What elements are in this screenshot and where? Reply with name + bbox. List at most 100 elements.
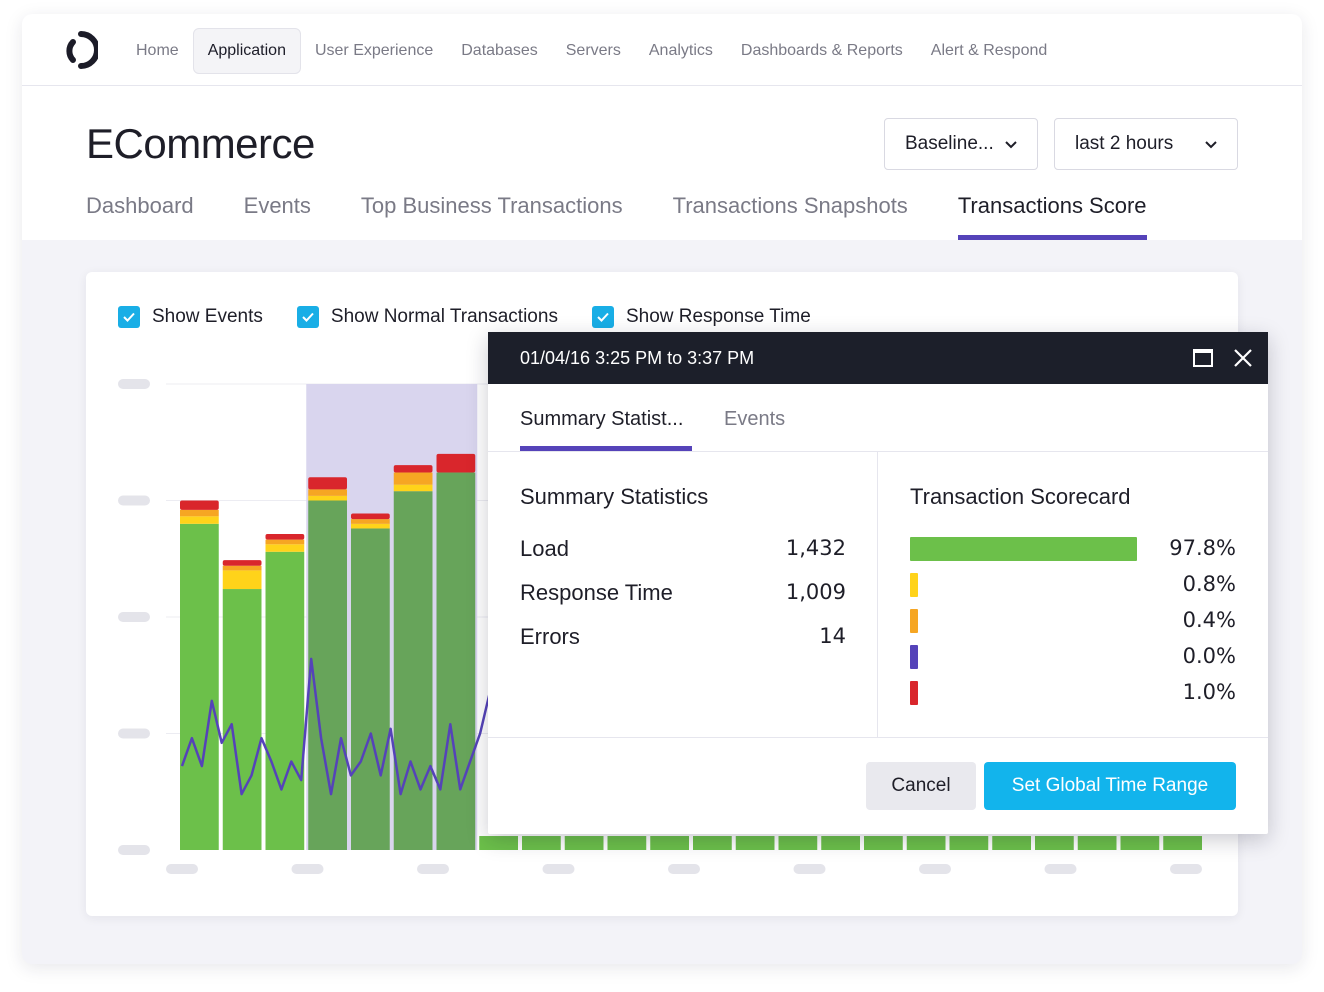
show-events-label: Show Events	[152, 306, 263, 327]
transactions-stacked-bar-chart[interactable]	[86, 272, 1238, 916]
bar-error	[351, 513, 390, 520]
x-tick-label	[542, 864, 575, 874]
bar-slow	[393, 484, 433, 492]
bar-normal	[650, 836, 689, 850]
x-tick-label	[1170, 864, 1202, 874]
stat-row-errors: Errors 14	[520, 624, 846, 650]
brand-logo[interactable]	[64, 30, 98, 70]
bar-normal	[992, 836, 1031, 850]
scorecard-value: 1.0%	[1182, 680, 1236, 704]
bar-normal	[949, 836, 989, 850]
popup-title: 01/04/16 3:25 PM to 3:37 PM	[520, 347, 755, 368]
chevron-down-icon	[1205, 141, 1217, 149]
tab-transactions-snapshots[interactable]: Transactions Snapshots	[672, 193, 908, 218]
nav-item-databases[interactable]: Databases	[461, 42, 538, 59]
y-tick-label	[118, 728, 150, 739]
bar-normal	[393, 491, 433, 850]
nav-item-user-experience[interactable]: User Experience	[314, 42, 434, 59]
bar-slow	[222, 570, 262, 590]
bar-error	[180, 500, 219, 510]
x-tick-label	[291, 864, 324, 874]
nav-item-alert-respond[interactable]: Alert & Respond	[930, 42, 1048, 59]
tab-transactions-score[interactable]: Transactions Score	[957, 190, 1147, 240]
show-response-time-checkbox[interactable]: Show Response Time	[591, 306, 811, 328]
tab-top-business-transactions[interactable]: Top Business Transactions	[360, 193, 623, 218]
tab-events[interactable]: Events	[243, 193, 311, 218]
checkbox-checked-icon	[118, 306, 140, 328]
time-range-popup: 01/04/16 3:25 PM to 3:37 PM Summary Stat…	[488, 332, 1268, 834]
bar-error	[393, 465, 433, 473]
set-global-time-range-button[interactable]: Set Global Time Range	[984, 762, 1236, 810]
stat-row-load: Load 1,432	[520, 536, 846, 562]
time-range-dropdown[interactable]: last 2 hours	[1054, 118, 1238, 170]
baseline-dropdown-value: Baseline...	[905, 133, 994, 154]
nav-menu: Home Application User Experience Databas…	[122, 28, 1061, 74]
scorecard-bar	[910, 609, 918, 633]
nav-item-analytics[interactable]: Analytics	[648, 42, 713, 59]
popup-header: 01/04/16 3:25 PM to 3:37 PM	[488, 332, 1268, 384]
nav-item-servers[interactable]: Servers	[565, 42, 621, 59]
show-events-checkbox[interactable]: Show Events	[118, 306, 263, 328]
x-tick-label	[793, 864, 826, 874]
bar-normal	[1077, 836, 1117, 850]
bar-normal	[864, 836, 903, 850]
stat-label: Errors	[520, 624, 580, 649]
transaction-scorecard-title: Transaction Scorecard	[910, 484, 1131, 509]
baseline-dropdown[interactable]: Baseline...	[884, 118, 1038, 170]
bar-normal	[436, 472, 476, 850]
nav-item-application[interactable]: Application	[192, 28, 301, 74]
bar-normal	[1120, 836, 1160, 850]
popup-tabs: Summary Statist... Events	[488, 384, 1268, 452]
scorecard-row: 0.8%	[910, 572, 1236, 598]
y-tick-label	[118, 379, 150, 389]
chevron-down-icon	[1005, 141, 1017, 149]
tab-dashboard[interactable]: Dashboard	[86, 193, 194, 218]
bar-normal	[308, 500, 347, 850]
time-range-dropdown-value: last 2 hours	[1075, 133, 1174, 154]
bar-very-slow	[393, 472, 433, 485]
bar-slow	[180, 516, 219, 524]
page-title: ECommerce	[86, 120, 315, 167]
bar-normal	[180, 523, 219, 850]
cancel-button[interactable]: Cancel	[866, 762, 976, 810]
footer-divider	[488, 737, 1268, 738]
x-tick-label	[417, 864, 449, 874]
scorecard-row: 0.0%	[910, 644, 1236, 670]
bar-normal	[564, 836, 604, 850]
bar-slow	[265, 544, 305, 552]
chart-filters: Show Events Show Normal Transactions Sho…	[118, 306, 845, 328]
y-tick-label	[118, 495, 150, 506]
scorecard-bar	[910, 537, 1137, 561]
bar-normal	[522, 836, 561, 850]
active-tab-indicator	[520, 446, 692, 451]
nav-item-home[interactable]: Home	[136, 42, 179, 59]
app-window: Home Application User Experience Databas…	[22, 14, 1302, 964]
show-response-time-label: Show Response Time	[625, 306, 811, 327]
scorecard-bar	[910, 573, 918, 597]
checkbox-checked-icon	[296, 306, 319, 328]
bar-slow	[308, 495, 347, 501]
nav-item-dashboards-reports[interactable]: Dashboards & Reports	[740, 42, 903, 59]
bar-normal	[607, 836, 647, 850]
stat-value: 14	[819, 624, 846, 648]
bar-error	[265, 534, 305, 540]
bar-very-slow	[222, 565, 262, 571]
summary-statistics-title: Summary Statistics	[520, 484, 709, 509]
x-tick-label	[166, 864, 198, 874]
maximize-icon[interactable]	[1192, 347, 1214, 369]
stat-row-response-time: Response Time 1,009	[520, 580, 846, 606]
bar-error	[308, 477, 347, 490]
close-icon[interactable]	[1232, 347, 1254, 369]
stat-label: Response Time	[520, 580, 673, 605]
bar-error	[222, 560, 262, 566]
scorecard-value: 0.4%	[1182, 608, 1236, 632]
bar-error	[436, 453, 476, 473]
scorecard-row: 97.8%	[910, 536, 1236, 562]
popup-tab-summary-statistics[interactable]: Summary Statist...	[520, 408, 684, 430]
bar-normal	[351, 528, 390, 850]
show-normal-transactions-checkbox[interactable]: Show Normal Transactions	[296, 306, 558, 328]
bar-normal	[1035, 836, 1074, 850]
x-tick-label	[1044, 864, 1077, 874]
popup-tab-events[interactable]: Events	[724, 408, 786, 430]
bar-normal	[906, 836, 946, 850]
